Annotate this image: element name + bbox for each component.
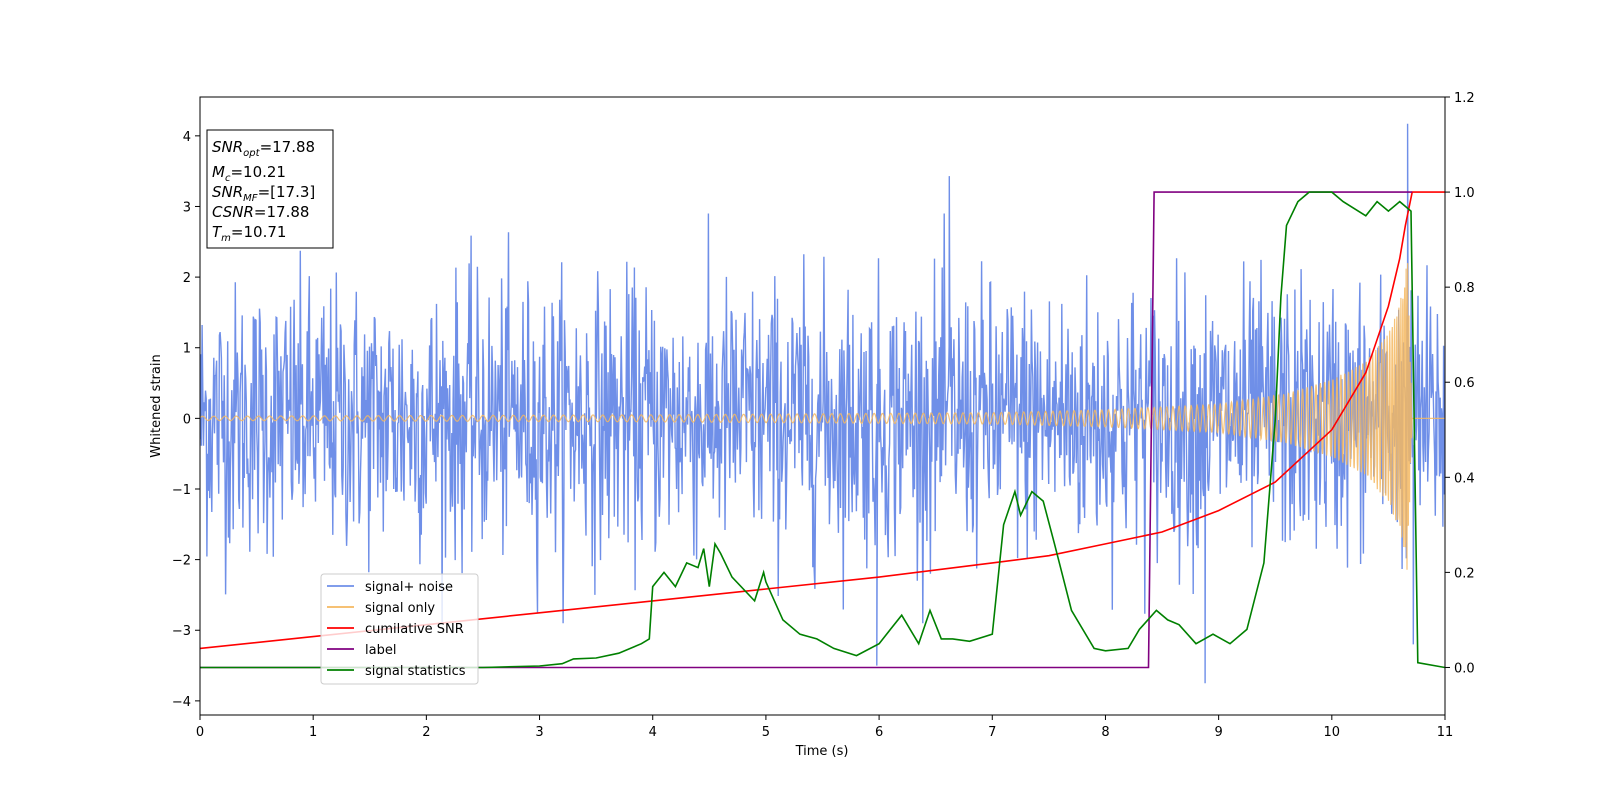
legend: signal+ noise signal only cumilative SNR la… xyxy=(320,573,479,685)
series-signal-statistics-line xyxy=(200,191,1445,669)
y-tick-label: 2 xyxy=(183,271,191,286)
y2-tick-label: 0.6 xyxy=(1454,376,1475,391)
y-tick-label: −3 xyxy=(172,624,191,639)
y-axis-label: Whitened strain xyxy=(149,354,164,457)
legend-label: signal statistics xyxy=(365,664,466,679)
x-tick-label: 10 xyxy=(1324,725,1341,740)
y-tick-label: −1 xyxy=(172,483,191,498)
series-layer xyxy=(200,123,1445,684)
x-tick-label: 9 xyxy=(1214,725,1222,740)
x-tick-label: 1 xyxy=(309,725,317,740)
x-tick-label: 0 xyxy=(196,725,204,740)
y2-tick-label: 0.4 xyxy=(1454,471,1475,486)
y-axis-right: 0.0 0.2 0.4 0.6 0.8 1.0 1.2 xyxy=(1445,91,1475,676)
legend-label: signal+ noise xyxy=(365,580,453,595)
y-tick-label: −4 xyxy=(172,695,191,710)
y-tick-label: 4 xyxy=(183,130,191,145)
y2-tick-label: 0.0 xyxy=(1454,661,1475,676)
y2-tick-label: 1.0 xyxy=(1454,186,1475,201)
annotation-line: CSNR=17.88 xyxy=(212,203,309,221)
legend-label: label xyxy=(365,643,396,658)
y-axis-left: −4 −3 −2 −1 0 1 2 3 4 xyxy=(172,130,200,710)
y-tick-label: 1 xyxy=(183,342,191,357)
annotation-box-frame xyxy=(206,129,334,249)
x-tick-label: 8 xyxy=(1101,725,1109,740)
legend-label: signal only xyxy=(365,601,435,616)
x-tick-label: 11 xyxy=(1437,725,1454,740)
annotation-box: SNRopt=17.88 Mc=10.21SNRMF=[17.3]CSNR=17.… xyxy=(206,129,334,249)
y2-tick-label: 0.2 xyxy=(1454,566,1475,581)
series-signal-noise-line xyxy=(200,123,1445,684)
x-axis-label: Time (s) xyxy=(795,744,849,759)
plot-frame xyxy=(199,96,1446,716)
y-tick-label: 0 xyxy=(183,412,191,427)
annotation-line: Mc=10.21 xyxy=(212,163,286,184)
x-tick-label: 4 xyxy=(649,725,657,740)
x-tick-label: 3 xyxy=(535,725,543,740)
series-signal-only-line xyxy=(200,263,1445,570)
legend-frame xyxy=(320,573,479,685)
x-tick-label: 7 xyxy=(988,725,996,740)
x-axis: 0 1 2 3 4 5 6 7 8 9 10 11 xyxy=(196,715,1453,740)
annotation-line: SNRMF=[17.3] xyxy=(212,183,315,204)
series-cumilative-snr-line xyxy=(200,191,1445,650)
x-tick-label: 5 xyxy=(762,725,770,740)
series-label-line xyxy=(200,191,1413,669)
y-tick-label: −2 xyxy=(172,554,191,569)
legend-label: cumilative SNR xyxy=(365,622,464,637)
y2-tick-label: 0.8 xyxy=(1454,281,1475,296)
annotation-line: Tm=10.71 xyxy=(212,223,286,244)
annotation-line: SNRopt=17.88 xyxy=(212,138,315,159)
y-tick-label: 3 xyxy=(183,200,191,215)
y2-tick-label: 1.2 xyxy=(1454,91,1475,106)
x-tick-label: 2 xyxy=(422,725,430,740)
x-tick-label: 6 xyxy=(875,725,883,740)
